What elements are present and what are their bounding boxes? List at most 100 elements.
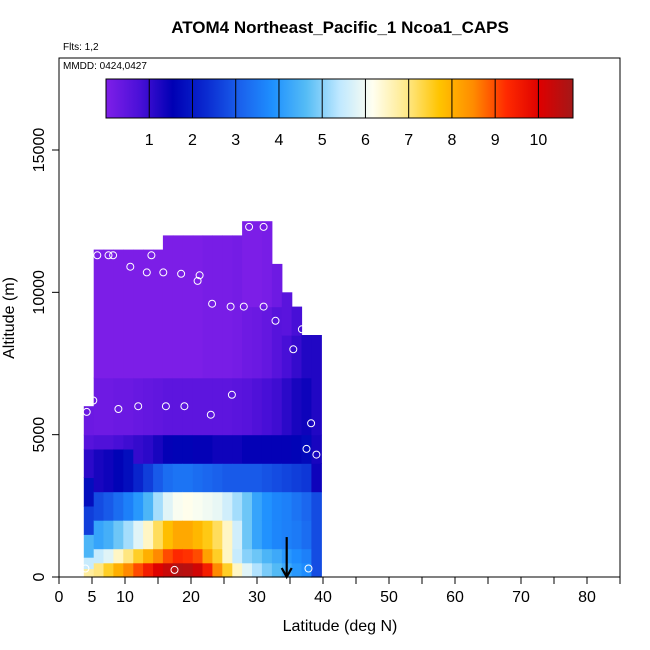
heatmap-cell xyxy=(261,548,273,564)
heatmap-cell xyxy=(123,562,134,578)
heatmap-cell xyxy=(222,520,233,550)
x-tick-label: 40 xyxy=(314,589,332,606)
heatmap-cell xyxy=(162,377,174,436)
heatmap-cell xyxy=(162,491,174,521)
observation-point xyxy=(161,402,170,411)
heatmap-cell xyxy=(153,562,164,578)
heatmap-cell xyxy=(212,377,223,436)
colorbar-tick-label: 2 xyxy=(188,132,197,149)
observation-point xyxy=(170,565,179,574)
heatmap-cell xyxy=(242,548,253,564)
y-tick-label: 0 xyxy=(31,572,48,581)
heatmap-cell xyxy=(301,377,312,436)
heatmap-cell xyxy=(123,520,134,550)
heatmap-cell xyxy=(291,463,303,493)
heatmap-cell xyxy=(261,377,273,436)
heatmap-cell xyxy=(212,463,223,493)
heatmap-cell xyxy=(83,505,95,535)
observation-point xyxy=(134,402,143,411)
heatmap-cell xyxy=(271,434,283,464)
heatmap-cell xyxy=(242,520,253,550)
heatmap-cell xyxy=(271,548,283,564)
observation-point xyxy=(104,251,113,260)
heatmap-cell xyxy=(133,377,144,436)
x-tick-label: 10 xyxy=(116,589,134,606)
heatmap-cell xyxy=(242,434,253,464)
heatmap-cell xyxy=(133,491,144,521)
observation-point xyxy=(245,222,254,231)
heatmap-cell xyxy=(103,448,114,493)
heatmap-cell xyxy=(291,434,303,464)
heatmap-cell xyxy=(301,335,312,379)
heatmap-cell xyxy=(252,562,263,578)
heatmap-cell xyxy=(113,377,124,436)
heatmap-cell xyxy=(232,235,243,379)
heatmap-cell xyxy=(242,491,253,521)
heatmap-cell xyxy=(252,306,263,379)
heatmap-cell xyxy=(271,520,283,550)
colorbar-tick-label: 8 xyxy=(447,132,456,149)
heatmap-cell xyxy=(281,377,293,436)
colorbar: 1 2 3 4 5 6 7 8 9 10 xyxy=(105,78,574,149)
heatmap-cell xyxy=(192,520,204,550)
heatmap-cell xyxy=(182,562,194,578)
heatmap-cell xyxy=(281,335,293,379)
heatmap-cell xyxy=(83,568,95,578)
heatmap-cell xyxy=(232,548,243,564)
observation-points xyxy=(81,222,321,574)
heatmap-cell xyxy=(252,377,263,436)
observation-point xyxy=(195,271,204,280)
heatmap-cell xyxy=(222,491,233,521)
heatmap-cell xyxy=(212,548,223,564)
heatmap-cell xyxy=(162,548,174,564)
observation-point xyxy=(239,302,248,311)
heatmap-cell xyxy=(172,491,184,521)
x-tick-label: 20 xyxy=(182,589,200,606)
heatmap-cell xyxy=(281,491,293,521)
observation-point xyxy=(208,299,217,308)
observation-point xyxy=(126,262,135,271)
heatmap-cell xyxy=(83,434,95,450)
heatmap-cell xyxy=(202,463,213,493)
heatmap-cell xyxy=(212,235,223,379)
heatmap-cell xyxy=(232,434,243,464)
heatmap-cell xyxy=(261,221,273,308)
heatmap-cell xyxy=(271,562,283,578)
heatmap-cell xyxy=(113,249,124,379)
heatmap-cell xyxy=(182,434,194,464)
observation-point xyxy=(206,410,215,419)
heatmap-cell xyxy=(133,562,144,578)
observation-point xyxy=(177,269,186,278)
heatmap-cell xyxy=(143,520,154,550)
heatmap-cell xyxy=(252,463,263,493)
heatmap-cell xyxy=(172,434,184,464)
flights-label: Flts: 1,2 xyxy=(63,42,99,53)
heatmap-cell xyxy=(232,562,243,578)
heatmap-cell xyxy=(202,562,213,578)
x-tick-label: 60 xyxy=(446,589,464,606)
heatmap-cell xyxy=(271,491,283,521)
heatmap-cell xyxy=(83,534,95,558)
heatmap-cell xyxy=(93,434,105,450)
heatmap-cell xyxy=(252,491,263,521)
heatmap-cell xyxy=(301,434,312,464)
heatmap-cell xyxy=(281,434,293,464)
heatmap-cell xyxy=(301,491,312,521)
heatmap-cell xyxy=(252,434,263,464)
heatmap-cell xyxy=(291,520,303,550)
x-tick-label: 30 xyxy=(248,589,266,606)
y-tick-label: 5000 xyxy=(31,417,48,453)
colorbar-gradient xyxy=(105,78,574,119)
plot-frame xyxy=(58,57,621,578)
colorbar-tick-label: 10 xyxy=(530,132,548,149)
heatmap-cell xyxy=(291,306,303,336)
x-axis-label: Latitude (deg N) xyxy=(283,618,398,635)
heatmap-cell xyxy=(252,548,263,564)
observation-point xyxy=(259,222,268,231)
y-tick-label: 10000 xyxy=(31,270,48,315)
heatmap-cell xyxy=(291,562,303,578)
heatmap-cell xyxy=(192,235,204,379)
colorbar-tick-label: 6 xyxy=(361,132,370,149)
heatmap-cell xyxy=(301,562,312,578)
heatmap-cell xyxy=(271,263,283,308)
